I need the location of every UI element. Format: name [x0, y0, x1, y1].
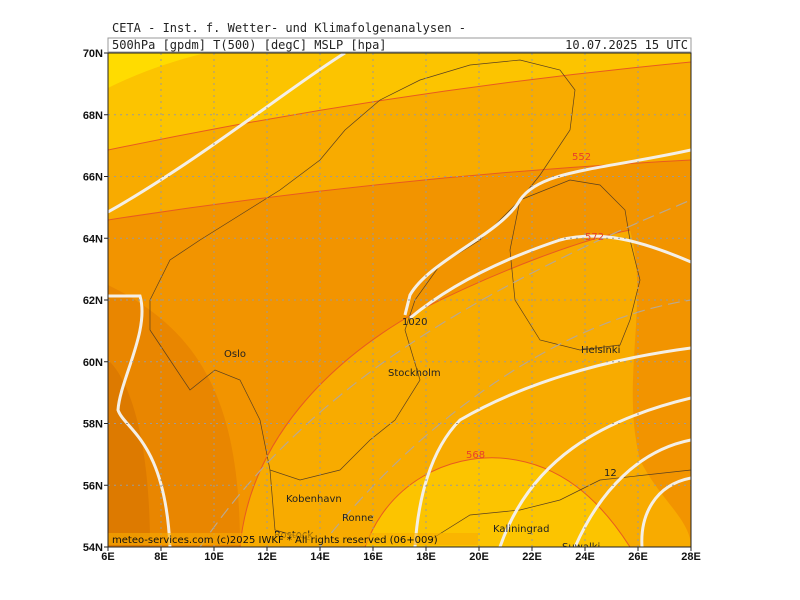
map-area: Oslo Stockholm Helsinki Kobenhavn Ronne …	[108, 53, 691, 553]
height-contour	[403, 148, 691, 316]
height-contour	[413, 346, 691, 547]
contour-label: 1020	[402, 317, 427, 328]
coastline	[149, 59, 576, 481]
graticule	[108, 53, 691, 547]
lon-label: 8E	[154, 551, 167, 563]
height-contour	[498, 396, 691, 547]
header-box	[107, 37, 692, 53]
place-label: Helsinki	[581, 345, 620, 356]
lat-label: 68N	[83, 110, 103, 122]
lon-label: 16E	[363, 551, 383, 563]
isobar	[199, 199, 691, 547]
height-contour	[108, 53, 346, 214]
lat-label: 62N	[83, 295, 103, 307]
contour-label: 552	[572, 152, 591, 163]
lat-label: 70N	[83, 48, 103, 60]
lon-label: 20E	[469, 551, 489, 563]
header-time: 10.07.2025 15 UTC	[565, 38, 688, 52]
place-label: Suwalki	[562, 542, 600, 553]
coastline	[509, 179, 641, 351]
lon-label: 22E	[522, 551, 542, 563]
lon-label: 28E	[681, 551, 701, 563]
place-label: Stockholm	[388, 368, 441, 379]
lon-label: 24E	[575, 551, 595, 563]
lat-label: 58N	[83, 419, 103, 431]
place-label: Ronne	[342, 513, 373, 524]
lat-label: 66N	[83, 172, 103, 184]
field-band	[240, 230, 691, 547]
place-label: Kobenhavn	[286, 494, 342, 505]
lon-label: 6E	[101, 551, 114, 563]
field-band	[108, 53, 691, 150]
lon-label: 10E	[204, 551, 224, 563]
lon-label: 18E	[416, 551, 436, 563]
contour-label: 12	[604, 468, 617, 479]
lon-label: 14E	[310, 551, 330, 563]
footer-bg	[108, 533, 478, 545]
header-fields: 500hPa [gpdm] T(500) [degC] MSLP [hpa]	[112, 38, 387, 52]
lat-label: 56N	[83, 480, 103, 492]
field-band	[365, 457, 630, 547]
height-contour	[640, 476, 691, 547]
footer: meteo-services.com (c)2025 IWKF * All ri…	[112, 535, 438, 546]
lat-label: 54N	[83, 542, 103, 554]
lat-label: 60N	[83, 357, 103, 369]
lat-label: 64N	[83, 233, 103, 245]
height-contour	[108, 294, 172, 547]
contour-label: 572	[585, 232, 604, 243]
axes: 6E 8E 10E 12E 14E 16E 18E 20E 22E 24E 26E 28E 70N 68N…	[83, 48, 701, 563]
contour-label: 568	[466, 450, 485, 461]
height-contour	[409, 234, 691, 320]
place-label: Oslo	[224, 349, 246, 360]
lon-label: 26E	[628, 551, 648, 563]
field-band	[108, 53, 205, 88]
field-band	[108, 62, 691, 220]
lon-label: 12E	[257, 551, 277, 563]
header-title: CETA - Inst. f. Wetter- und Klimafolgena…	[112, 21, 466, 35]
contour-line	[108, 61, 691, 547]
place-label: Kaliningrad	[493, 524, 549, 535]
